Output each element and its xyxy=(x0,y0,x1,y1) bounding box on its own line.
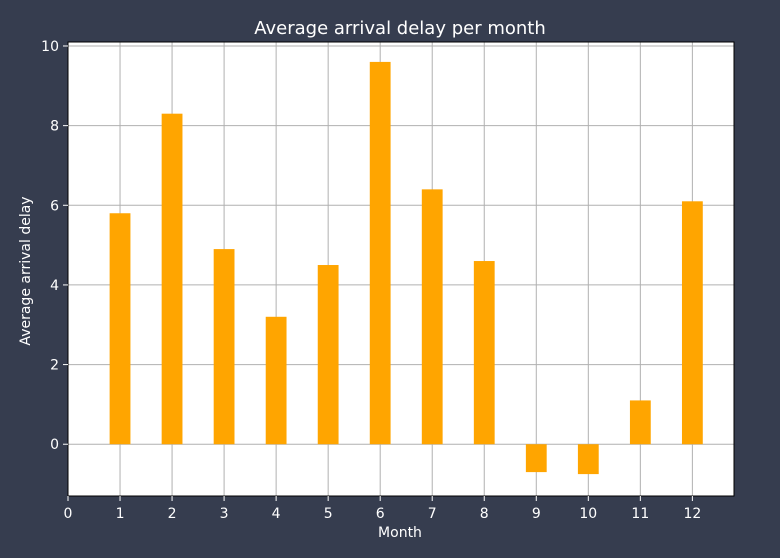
y-tick-label: 10 xyxy=(41,39,59,55)
x-tick-label: 0 xyxy=(64,506,73,522)
y-tick-label: 2 xyxy=(50,358,59,374)
bar-month-9 xyxy=(525,444,547,473)
bar-month-11 xyxy=(629,400,651,445)
bar-month-7 xyxy=(421,189,443,445)
bar-month-12 xyxy=(681,201,703,445)
bar-month-10 xyxy=(577,444,599,475)
bar-month-1 xyxy=(109,213,131,445)
x-tick-label: 10 xyxy=(579,506,597,522)
x-tick-label: 8 xyxy=(480,506,489,522)
plot-frame xyxy=(67,41,735,497)
bar-month-8 xyxy=(473,261,495,445)
x-tick-label: 3 xyxy=(220,506,229,522)
x-tick-label: 9 xyxy=(532,506,541,522)
bar-month-2 xyxy=(161,113,183,445)
y-tick-label: 4 xyxy=(50,278,59,294)
x-tick-label: 12 xyxy=(683,506,701,522)
y-tick-label: 6 xyxy=(50,198,59,214)
x-tick-label: 6 xyxy=(376,506,385,522)
bar-month-6 xyxy=(369,61,391,445)
y-tick-label: 8 xyxy=(50,119,59,135)
y-tick-label: 0 xyxy=(50,437,59,453)
x-tick-label: 5 xyxy=(324,506,333,522)
x-tick-label: 11 xyxy=(631,506,649,522)
x-tick-label: 7 xyxy=(428,506,437,522)
chart-title: Average arrival delay per month xyxy=(254,18,546,39)
x-tick-label: 1 xyxy=(116,506,125,522)
bar-month-4 xyxy=(265,316,287,445)
bar-month-5 xyxy=(317,265,339,445)
x-tick-label: 4 xyxy=(272,506,281,522)
x-tick-label: 2 xyxy=(168,506,177,522)
x-axis-label: Month xyxy=(378,525,422,541)
y-axis-label: Average arrival delay xyxy=(18,196,34,345)
bar-month-3 xyxy=(213,249,235,445)
